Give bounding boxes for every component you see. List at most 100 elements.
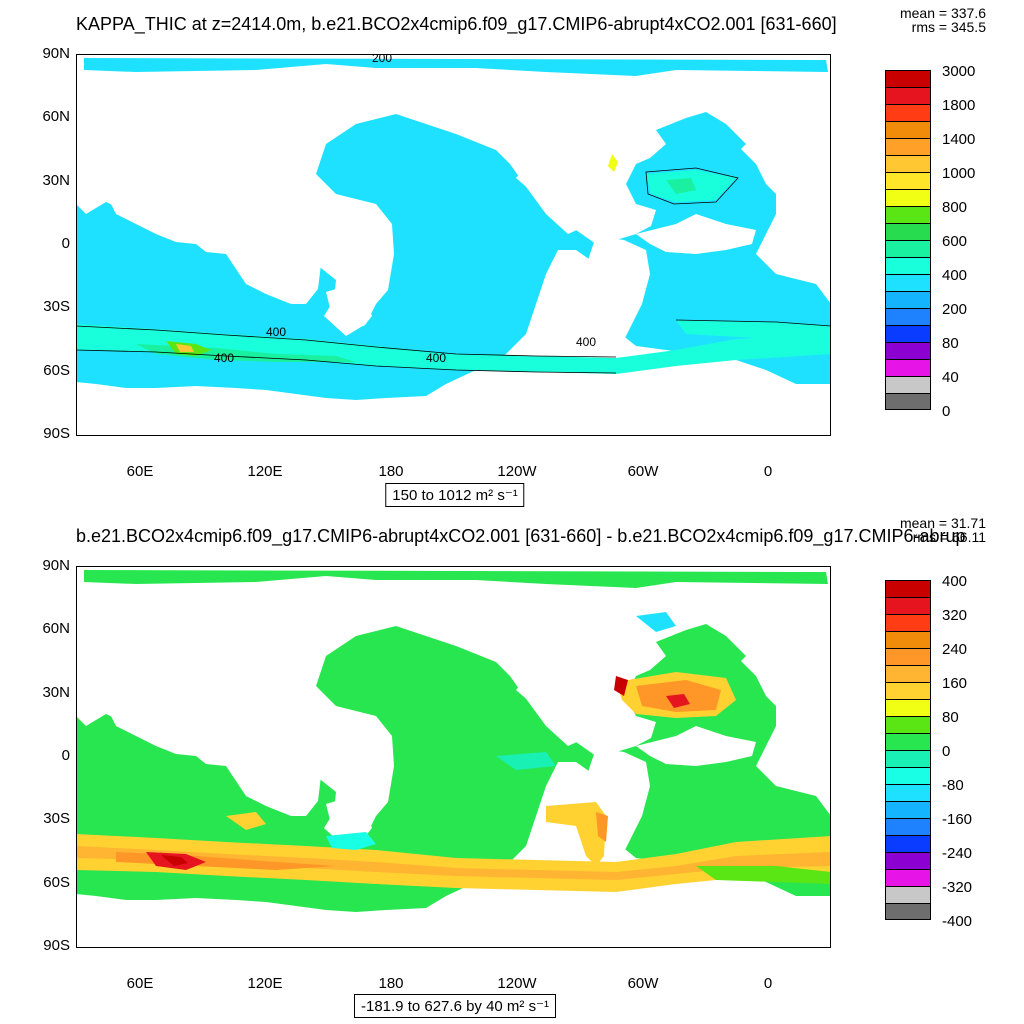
top-lon-label: 60W [627, 463, 659, 480]
bottom-lat-label: 0 [61, 747, 70, 764]
colorbar-swatch [885, 801, 931, 818]
colorbar-swatch [885, 376, 931, 393]
colorbar-swatch [885, 869, 931, 886]
contour-label: 400 [576, 335, 596, 349]
colorbar-swatch [885, 767, 931, 784]
top-lat-label: 60S [43, 362, 70, 379]
bottom-lon-label: 120W [497, 975, 537, 992]
top-lon-label: 180 [378, 463, 404, 480]
top-map-panel: KAPPA_THIC at z=2414.0m, b.e21.BCO2x4cmi… [42, 6, 986, 507]
colorbar-swatch [885, 835, 931, 852]
bottom-lon-label: 180 [378, 975, 404, 992]
top-lon-label: 120E [247, 463, 283, 480]
bottom-map-plot [76, 566, 831, 948]
top-contour-labels: 200 400 400 400 400 [214, 54, 596, 365]
top-lat-label: 30S [43, 298, 70, 315]
colorbar-swatch [885, 580, 931, 597]
top-southern-band [76, 154, 831, 374]
bottom-lat-label: 60S [43, 874, 70, 891]
colorbar-swatch [885, 393, 931, 410]
colorbar-swatch [885, 104, 931, 121]
contour-label: 400 [266, 325, 286, 339]
colorbar-label: 400 [942, 267, 968, 284]
colorbar-swatch [885, 359, 931, 376]
colorbar-swatch [885, 121, 931, 138]
bottom-lat-label: 30N [42, 684, 70, 701]
top-land [76, 72, 816, 356]
colorbar-label: -320 [942, 879, 973, 896]
top-lon-label: 0 [763, 463, 773, 480]
top-lat-label: 90N [42, 45, 70, 62]
colorbar-label: 0 [942, 403, 951, 420]
top-map-title: KAPPA_THIC at z=2414.0m, b.e21.BCO2x4cmi… [76, 14, 837, 34]
colorbar-label: 1000 [942, 165, 976, 182]
colorbar-label: 80 [942, 335, 959, 352]
bottom-range-label: -181.9 to 627.6 by 40 m² s⁻¹ [353, 994, 557, 1018]
bottom-lat-label: 30S [43, 810, 70, 827]
bottom-lon-label: 0 [763, 975, 773, 992]
colorbar-swatch [885, 852, 931, 869]
bottom-colorbar [885, 580, 931, 920]
colorbar-swatch [885, 138, 931, 155]
colorbar-label: 400 [942, 573, 968, 590]
colorbar-label: 80 [942, 709, 959, 726]
colorbar-swatch [885, 172, 931, 189]
top-ocean-field [76, 58, 831, 400]
bottom-lon-label: 60E [126, 975, 154, 992]
colorbar-swatch [885, 155, 931, 172]
bottom-map-panel: b.e21.BCO2x4cmip6.f09_g17.CMIP6-abrupt4x… [0, 512, 1024, 1024]
top-map-stats: mean = 337.6 rms = 345.5 [900, 6, 986, 34]
contour-label: 200 [372, 54, 392, 65]
bottom-rms: rms = 66.11 [912, 529, 986, 545]
colorbar-label: 40 [942, 369, 959, 386]
colorbar-swatch [885, 274, 931, 291]
bottom-anomaly-bands [76, 612, 831, 892]
colorbar-swatch [885, 223, 931, 240]
colorbar-swatch [885, 257, 931, 274]
colorbar-swatch [885, 648, 931, 665]
top-lon-label: 60E [126, 463, 154, 480]
top-mean: mean = 337.6 [899, 5, 986, 21]
colorbar-swatch [885, 70, 931, 87]
top-map-plot: 200 400 400 400 400 [76, 54, 831, 436]
colorbar-label: 3000 [942, 63, 976, 80]
bottom-map-svg [76, 570, 831, 912]
bottom-lon-label: 120E [247, 975, 283, 992]
bottom-lon-label: 60W [627, 975, 659, 992]
colorbar-swatch [885, 206, 931, 223]
colorbar-swatch [885, 308, 931, 325]
top-lat-label: 30N [42, 172, 70, 189]
top-lat-label: 60N [42, 108, 70, 125]
bottom-mean: mean = 31.71 [899, 515, 986, 531]
contour-label: 400 [214, 351, 234, 365]
top-range-label: 150 to 1012 m² s⁻¹ [385, 483, 525, 507]
bottom-map-title: b.e21.BCO2x4cmip6.f09_g17.CMIP6-abrupt4x… [76, 526, 966, 546]
colorbar-label: -80 [942, 777, 964, 794]
colorbar-swatch [885, 903, 931, 920]
colorbar-swatch [885, 189, 931, 206]
colorbar-swatch [885, 784, 931, 801]
bottom-lat-label: 90S [43, 937, 70, 954]
colorbar-label: 320 [942, 607, 968, 624]
top-colorbar [885, 70, 931, 410]
colorbar-swatch [885, 682, 931, 699]
colorbar-swatch [885, 631, 931, 648]
bottom-land [76, 584, 816, 868]
colorbar-label: 0 [942, 743, 951, 760]
colorbar-label: -240 [942, 845, 973, 862]
colorbar-swatch [885, 665, 931, 682]
top-lon-label: 120W [497, 463, 537, 480]
top-rms: rms = 345.5 [911, 19, 986, 35]
colorbar-label: 160 [942, 675, 968, 692]
colorbar-swatch [885, 818, 931, 835]
top-lat-label: 0 [61, 235, 70, 252]
colorbar-swatch [885, 291, 931, 308]
colorbar-swatch [885, 342, 931, 359]
colorbar-label: 240 [942, 641, 968, 658]
colorbar-swatch [885, 699, 931, 716]
colorbar-label: 600 [942, 233, 968, 250]
colorbar-swatch [885, 716, 931, 733]
top-map-svg: 200 400 400 400 400 [76, 54, 831, 400]
bottom-lat-label: 90N [42, 557, 70, 574]
colorbar-label: 1400 [942, 131, 976, 148]
